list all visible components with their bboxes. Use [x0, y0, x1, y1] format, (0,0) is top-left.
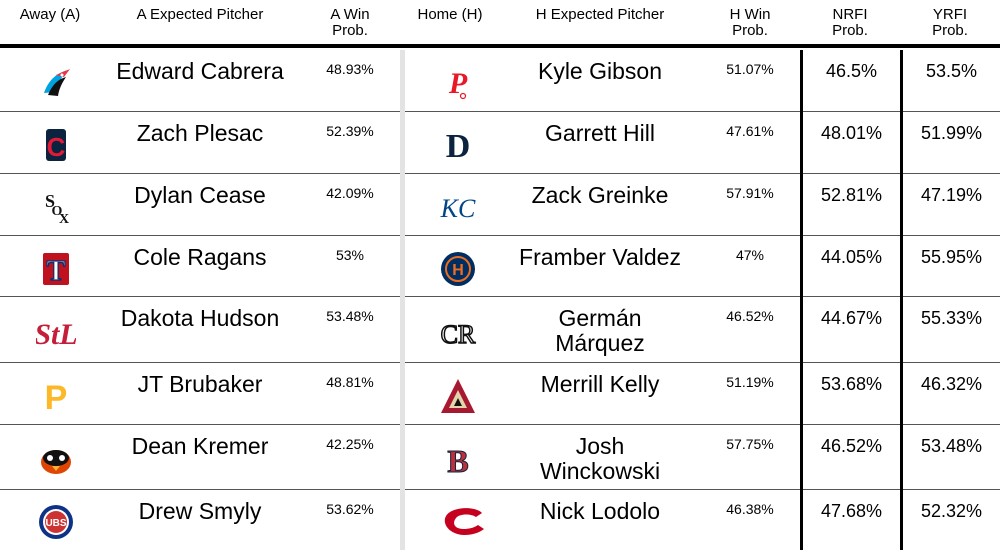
home-win-prob: 46.38%	[726, 501, 774, 517]
svg-text:StL: StL	[36, 318, 76, 351]
svg-text:P: P	[45, 379, 68, 416]
yrfi-prob: 51.99%	[920, 123, 983, 143]
yrfi-prob: 53.48%	[920, 436, 983, 456]
home-win-prob: 51.07%	[726, 61, 774, 77]
nrfi-prob: 44.05%	[820, 247, 883, 267]
away-pitcher-name: Dean Kremer	[131, 433, 269, 459]
table-row: P JT Brubaker 48.81% Merrill Kelly 51.19% 53.…	[0, 363, 1000, 425]
away-pitcher-name: Cole Ragans	[133, 244, 267, 270]
nrfi-prob: 44.67%	[820, 308, 883, 328]
away-pitcher-name: Edward Cabrera	[116, 58, 284, 84]
column-divider	[900, 50, 903, 550]
table-row: Dean Kremer 42.25% B Josh Winckowski 57.75% 46…	[0, 425, 1000, 490]
away-pitcher-name: Drew Smyly	[138, 498, 262, 524]
phillies-logo-icon: P	[438, 63, 490, 103]
yrfi-prob: 46.32%	[920, 374, 983, 394]
table-row: UBS Drew Smyly 53.62% Nick Lodolo 46.38% 47.6…	[0, 490, 1000, 550]
away-win-prob: 53.48%	[326, 308, 374, 324]
table-row: C Zach Plesac 52.39% D Garrett Hill 47.61% 48.…	[0, 112, 1000, 174]
home-win-prob: 51.19%	[726, 374, 774, 390]
away-win-prob: 53.62%	[326, 501, 374, 517]
nrfi-prob: 53.68%	[820, 374, 883, 394]
away-pitcher-name: Dakota Hudson	[120, 305, 280, 331]
header-away-win-prob: A Win Prob.	[330, 6, 370, 39]
home-win-prob: 46.52%	[726, 308, 774, 324]
home-win-prob: 47.61%	[726, 123, 774, 139]
away-pitcher-name: Zach Plesac	[136, 120, 264, 146]
table-header: Away (A) A Expected Pitcher A Win Prob. H…	[0, 0, 1000, 48]
yrfi-prob: 53.5%	[925, 61, 978, 81]
cubs-logo-icon: UBS	[36, 502, 76, 542]
away-win-prob: 48.93%	[326, 61, 374, 77]
guardians-logo-icon: C	[36, 125, 76, 165]
orioles-logo-icon	[36, 440, 76, 480]
svg-text:KC: KC	[440, 194, 476, 223]
header-home-win-prob: H Win Prob.	[729, 6, 771, 39]
yrfi-prob: 55.33%	[920, 308, 983, 328]
home-pitcher-name: Josh Winckowski	[539, 433, 661, 484]
away-win-prob: 42.25%	[326, 436, 374, 452]
home-win-prob: 47%	[735, 247, 765, 263]
header-home: Home (H)	[417, 6, 483, 23]
table-row: T Cole Ragans 53% H Framber Valdez 47% 44.05% 5…	[0, 236, 1000, 297]
home-pitcher-name: Merrill Kelly	[540, 371, 660, 397]
svg-text:P: P	[448, 67, 468, 100]
header-nrfi-prob: NRFI Prob.	[832, 6, 868, 39]
cardinals-logo-icon: StL	[36, 312, 76, 352]
away-win-prob: 53%	[335, 247, 365, 263]
svg-text:T: T	[47, 256, 66, 287]
nrfi-prob: 47.68%	[820, 501, 883, 521]
svg-text:X: X	[59, 212, 69, 227]
away-pitcher-name: JT Brubaker	[137, 371, 263, 397]
column-divider	[800, 50, 803, 550]
away-win-prob: 42.09%	[326, 185, 374, 201]
table-row: Edward Cabrera 48.93% P Kyle Gibson 51.07% 46…	[0, 50, 1000, 112]
away-win-prob: 52.39%	[326, 123, 374, 139]
home-pitcher-name: Zack Greinke	[531, 182, 669, 208]
nrfi-prob: 46.5%	[825, 61, 878, 81]
nrfi-prob: 46.52%	[820, 436, 883, 456]
column-divider	[400, 50, 405, 550]
table-row: S O X Dylan Cease 42.09% KC Zack Greinke 57.91%…	[0, 174, 1000, 236]
table-row: StL Dakota Hudson 53.48% CR Germán Márquez 46.…	[0, 297, 1000, 363]
svg-text:C: C	[47, 132, 66, 162]
rangers-logo-icon: T	[36, 249, 76, 289]
header-yrfi-prob: YRFI Prob.	[932, 6, 968, 39]
nrfi-prob: 48.01%	[820, 123, 883, 143]
tigers-logo-icon: D	[438, 125, 490, 165]
pirates-logo-icon: P	[36, 376, 76, 416]
reds-logo-icon	[438, 502, 490, 542]
svg-text:B: B	[447, 443, 468, 479]
diamondbacks-logo-icon	[438, 376, 490, 416]
svg-text:UBS: UBS	[45, 518, 66, 529]
header-away-pitcher: A Expected Pitcher	[136, 6, 264, 23]
rockies-logo-icon: CR	[438, 312, 490, 352]
astros-logo-icon: H	[438, 249, 490, 289]
svg-text:S: S	[45, 191, 55, 211]
royals-logo-icon: KC	[438, 187, 490, 227]
yrfi-prob: 52.32%	[920, 501, 983, 521]
home-pitcher-name: Nick Lodolo	[539, 498, 661, 524]
home-win-prob: 57.91%	[726, 185, 774, 201]
header-home-pitcher: H Expected Pitcher	[535, 6, 665, 23]
svg-text:H: H	[452, 262, 464, 279]
svg-text:CR: CR	[441, 320, 476, 349]
home-pitcher-name: Germán Márquez	[555, 305, 645, 356]
home-pitcher-name: Framber Valdez	[519, 244, 681, 270]
nrfi-prob: 52.81%	[820, 185, 883, 205]
red-sox-logo-icon: B	[438, 440, 490, 480]
marlins-logo-icon	[36, 63, 76, 103]
yrfi-prob: 47.19%	[920, 185, 983, 205]
svg-text:D: D	[446, 128, 471, 165]
away-pitcher-name: Dylan Cease	[134, 182, 266, 208]
home-pitcher-name: Kyle Gibson	[537, 58, 662, 84]
header-away: Away (A)	[19, 6, 81, 23]
yrfi-prob: 55.95%	[920, 247, 983, 267]
away-win-prob: 48.81%	[326, 374, 374, 390]
home-pitcher-name: Garrett Hill	[545, 120, 655, 146]
svg-text:O: O	[52, 204, 63, 219]
home-win-prob: 57.75%	[726, 436, 774, 452]
